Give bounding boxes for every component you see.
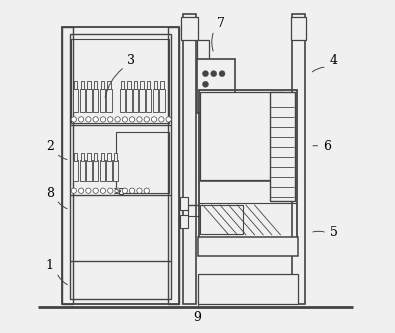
Text: 5: 5 — [329, 226, 337, 239]
Bar — [74, 81, 77, 89]
Bar — [87, 153, 91, 161]
Bar — [181, 17, 198, 41]
Circle shape — [86, 188, 91, 193]
Circle shape — [122, 188, 128, 193]
Bar — [134, 81, 137, 89]
Bar — [200, 205, 243, 234]
Bar — [62, 27, 179, 304]
Bar — [199, 90, 297, 238]
Bar — [87, 160, 92, 181]
Bar — [159, 89, 165, 112]
Bar — [153, 89, 158, 112]
Circle shape — [144, 188, 149, 193]
Circle shape — [107, 117, 113, 122]
Bar — [200, 92, 283, 180]
Bar — [100, 160, 105, 181]
Text: 9: 9 — [194, 311, 201, 324]
Circle shape — [115, 188, 120, 193]
Circle shape — [100, 117, 105, 122]
Text: 2: 2 — [46, 140, 54, 153]
Bar — [73, 160, 79, 181]
Circle shape — [115, 117, 120, 122]
Text: 1: 1 — [46, 259, 54, 272]
Circle shape — [100, 188, 105, 193]
Bar — [80, 89, 85, 112]
Circle shape — [203, 81, 209, 87]
Circle shape — [79, 188, 84, 193]
Bar — [118, 188, 122, 194]
Circle shape — [71, 117, 77, 122]
Bar — [107, 153, 111, 161]
Circle shape — [122, 117, 128, 122]
Bar — [167, 27, 179, 304]
Circle shape — [203, 71, 209, 77]
Circle shape — [107, 188, 113, 193]
Bar — [139, 89, 145, 112]
Bar — [291, 17, 306, 41]
Bar — [100, 89, 105, 112]
Bar — [120, 89, 125, 112]
Bar — [154, 81, 157, 89]
Bar — [101, 153, 104, 161]
Bar — [101, 81, 104, 89]
Bar — [270, 92, 295, 201]
Bar — [70, 34, 171, 299]
Circle shape — [130, 117, 135, 122]
Bar — [106, 160, 112, 181]
Bar — [133, 89, 138, 112]
Bar — [80, 160, 85, 181]
Circle shape — [219, 71, 225, 77]
Circle shape — [166, 117, 171, 122]
Circle shape — [159, 117, 164, 122]
Circle shape — [71, 188, 77, 193]
Circle shape — [130, 188, 135, 193]
Bar — [93, 160, 98, 181]
Bar — [114, 153, 117, 161]
Circle shape — [151, 117, 157, 122]
Circle shape — [86, 117, 91, 122]
Bar — [74, 153, 77, 161]
Bar — [87, 81, 91, 89]
Bar — [93, 89, 98, 112]
Bar — [62, 27, 73, 304]
Bar — [147, 81, 150, 89]
Bar — [197, 41, 209, 60]
Bar — [127, 81, 130, 89]
Circle shape — [144, 117, 149, 122]
Bar — [94, 81, 97, 89]
Text: 7: 7 — [217, 17, 225, 30]
Bar — [126, 89, 132, 112]
Bar — [73, 89, 79, 112]
Circle shape — [137, 117, 142, 122]
Circle shape — [137, 188, 142, 193]
Bar — [146, 89, 151, 112]
Bar — [182, 14, 196, 304]
Bar — [116, 132, 169, 193]
Bar — [113, 160, 118, 181]
Bar — [71, 39, 169, 124]
Bar — [292, 14, 305, 304]
Bar — [180, 197, 188, 209]
Circle shape — [79, 117, 84, 122]
Bar — [107, 81, 111, 89]
Text: 8: 8 — [46, 186, 54, 199]
Circle shape — [93, 117, 98, 122]
Bar — [196, 59, 235, 114]
Bar — [199, 237, 298, 256]
Text: 4: 4 — [329, 54, 337, 67]
Bar — [199, 274, 298, 304]
Bar — [81, 81, 84, 89]
Bar — [160, 81, 164, 89]
Text: 6: 6 — [323, 140, 331, 153]
Bar — [87, 89, 92, 112]
Bar — [141, 81, 144, 89]
Text: 3: 3 — [127, 54, 135, 67]
Bar — [94, 153, 97, 161]
Bar — [106, 89, 112, 112]
Circle shape — [93, 188, 98, 193]
Bar — [180, 215, 188, 228]
Bar — [120, 81, 124, 89]
Circle shape — [211, 71, 217, 77]
Bar — [81, 153, 84, 161]
